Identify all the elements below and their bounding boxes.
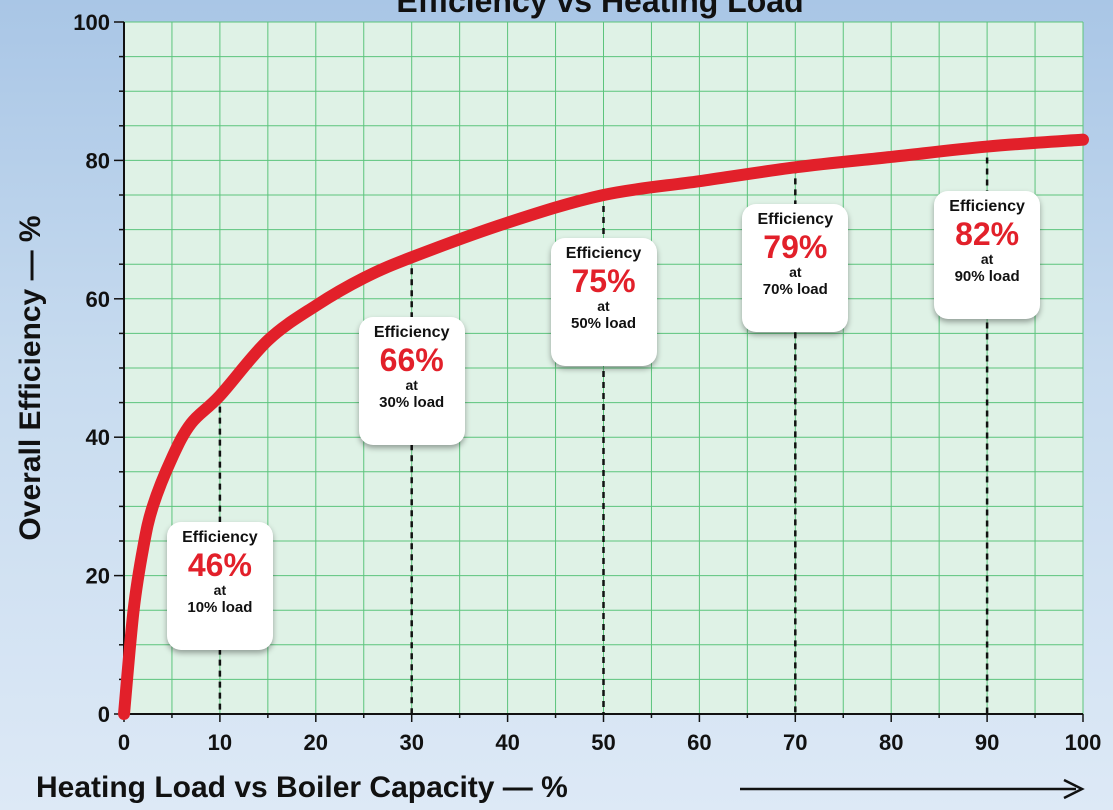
x-tick-label: 50 (591, 730, 615, 755)
y-tick-label: 20 (86, 564, 110, 589)
y-tick-label: 60 (86, 287, 110, 312)
efficiency-callout: Efficiency 46% at 10% load (167, 522, 273, 650)
x-tick-label: 100 (1065, 730, 1102, 755)
callout-value: 46% (167, 548, 273, 582)
callout-load: 30% load (359, 393, 465, 412)
chart-title: Efficiency vs Heating Load (396, 0, 803, 19)
efficiency-callout: Efficiency 79% at 70% load (742, 204, 848, 332)
callout-at: at (551, 298, 657, 314)
callout-load: 10% load (167, 598, 273, 617)
y-tick-label: 80 (86, 148, 110, 173)
callout-load: 90% load (934, 267, 1040, 286)
callout-value: 82% (934, 217, 1040, 251)
x-tick-label: 20 (304, 730, 328, 755)
x-axis-title: Heating Load vs Boiler Capacity — % (36, 771, 568, 804)
callout-at: at (934, 251, 1040, 267)
y-tick-label: 0 (98, 702, 110, 727)
x-tick-label: 80 (879, 730, 903, 755)
x-tick-label: 70 (783, 730, 807, 755)
y-axis-title: Overall Efficiency — % (14, 215, 47, 540)
callout-load: 70% load (742, 280, 848, 299)
callout-load: 50% load (551, 314, 657, 333)
efficiency-callout: Efficiency 82% at 90% load (934, 191, 1040, 319)
callout-value: 79% (742, 230, 848, 264)
y-tick-label: 100 (73, 10, 110, 35)
callout-value: 66% (359, 343, 465, 377)
callout-heading: Efficiency (934, 197, 1040, 217)
callout-heading: Efficiency (167, 528, 273, 548)
callout-value: 75% (551, 264, 657, 298)
callout-at: at (167, 582, 273, 598)
callout-at: at (742, 264, 848, 280)
efficiency-callout: Efficiency 66% at 30% load (359, 317, 465, 445)
x-tick-label: 90 (975, 730, 999, 755)
callout-heading: Efficiency (742, 210, 848, 230)
efficiency-callout: Efficiency 75% at 50% load (551, 238, 657, 366)
y-tick-label: 40 (86, 425, 110, 450)
x-tick-label: 30 (399, 730, 423, 755)
callout-heading: Efficiency (551, 244, 657, 264)
x-tick-label: 60 (687, 730, 711, 755)
callout-heading: Efficiency (359, 323, 465, 343)
x-tick-label: 0 (118, 730, 130, 755)
callout-at: at (359, 377, 465, 393)
x-tick-label: 40 (495, 730, 519, 755)
x-tick-label: 10 (208, 730, 232, 755)
